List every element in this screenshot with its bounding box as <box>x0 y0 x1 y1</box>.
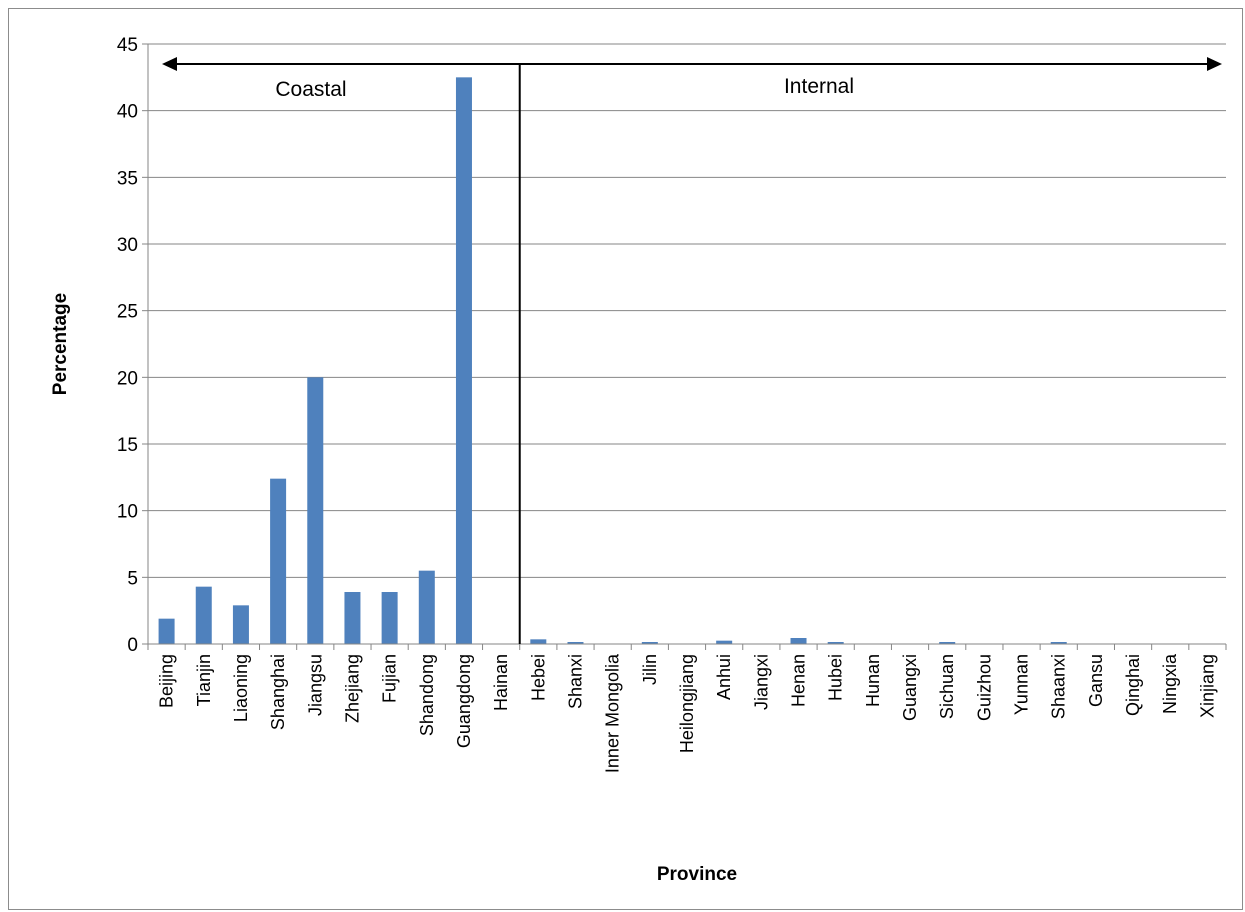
x-tick-label: Shaanxi <box>1049 654 1069 719</box>
x-tick-label: Hebei <box>528 654 548 701</box>
x-tick-label: Fujian <box>380 654 400 703</box>
bar <box>344 592 361 644</box>
x-tick-label: Beijing <box>157 654 177 708</box>
y-tick-label: 10 <box>117 502 138 523</box>
y-tick-label: 5 <box>127 568 138 589</box>
bar <box>270 478 287 644</box>
coastal-region-label: Coastal <box>275 78 346 101</box>
bar <box>381 592 398 644</box>
x-tick-label: Ningxia <box>1160 653 1180 714</box>
y-tick-label: 20 <box>117 368 138 389</box>
bar <box>939 642 956 644</box>
x-tick-label: Anhui <box>714 654 734 700</box>
bar <box>716 640 733 644</box>
x-tick-label: Guizhou <box>974 654 994 721</box>
region-arrow <box>162 57 1222 71</box>
bar <box>307 377 324 644</box>
bar <box>158 618 175 644</box>
x-tick-label: Guangdong <box>454 654 474 748</box>
x-tick-label: Shandong <box>417 654 437 736</box>
bar <box>641 642 658 644</box>
y-tick-labels: 0 5 10 15 20 25 30 35 40 45 <box>117 35 138 656</box>
x-tick-label: Liaoning <box>231 654 251 722</box>
bar <box>827 642 844 644</box>
x-tick-label: Henan <box>789 654 809 707</box>
x-tick-label: Jilin <box>640 654 660 685</box>
bar <box>790 638 807 644</box>
y-axis-title: Percentage <box>50 293 71 395</box>
x-tick-label: Qinghai <box>1123 654 1143 716</box>
arrow-head-left <box>162 57 177 71</box>
x-tick-label: Zhejiang <box>342 654 362 723</box>
bar <box>418 570 435 644</box>
x-tick-label: Hubei <box>826 654 846 701</box>
y-tick-label: 0 <box>127 635 138 656</box>
x-tick-label: Gansu <box>1086 654 1106 707</box>
bars <box>158 77 1067 645</box>
x-tick-label: Jiangsu <box>305 654 325 716</box>
bar-chart: 0 5 10 15 20 25 30 35 40 45 Beijing Tianjin Liaonin… <box>50 35 1227 885</box>
y-tick-label: 45 <box>117 35 138 56</box>
x-axis-title: Province <box>657 864 737 885</box>
x-tick-label: Heilongjiang <box>677 654 697 753</box>
y-tick-label: 35 <box>117 168 138 189</box>
bar <box>530 639 547 644</box>
x-tick-label: Shanghai <box>268 654 288 730</box>
x-tick-label: Inner Mongolia <box>603 653 623 773</box>
gridlines <box>142 43 1226 645</box>
chart-frame: 0 5 10 15 20 25 30 35 40 45 Beijing Tianjin Liaonin… <box>8 8 1243 910</box>
x-tick-label: Guangxi <box>900 654 920 721</box>
x-tick-labels: Beijing Tianjin Liaoning Shanghai Jiangsu Zhe… <box>147 644 1227 773</box>
x-tick-label: Xinjiang <box>1197 654 1217 718</box>
bar <box>1050 642 1067 644</box>
y-tick-label: 25 <box>117 302 138 323</box>
y-tick-label: 30 <box>117 235 138 256</box>
bar <box>195 586 212 644</box>
bar <box>567 642 584 644</box>
x-tick-label: Hainan <box>491 654 511 711</box>
x-tick-label: Shanxi <box>565 654 585 709</box>
bar <box>232 605 249 644</box>
internal-region-label: Internal <box>784 75 854 98</box>
bar <box>455 77 472 645</box>
x-tick-label: Sichuan <box>937 654 957 719</box>
y-tick-label: 15 <box>117 435 138 456</box>
x-tick-label: Tianjin <box>194 654 214 706</box>
arrow-head-right <box>1207 57 1222 71</box>
x-tick-label: Hunan <box>863 654 883 707</box>
x-tick-label: Jiangxi <box>751 654 771 710</box>
y-tick-label: 40 <box>117 102 138 123</box>
x-tick-label: Yunnan <box>1012 654 1032 715</box>
